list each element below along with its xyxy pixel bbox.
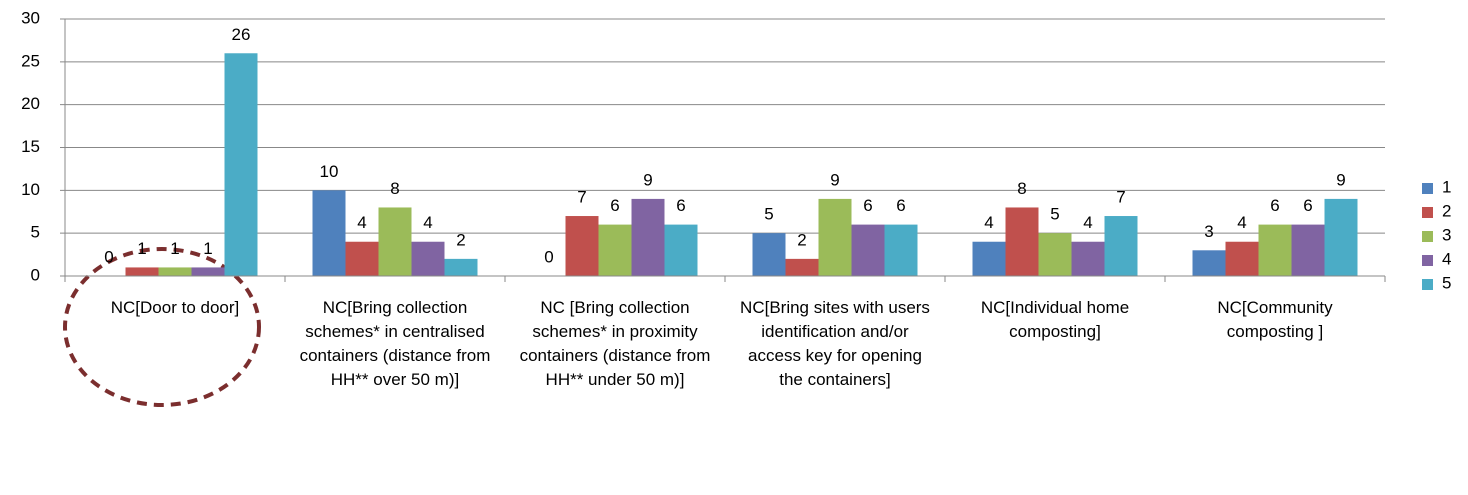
bar: [565, 216, 599, 276]
bar: [972, 241, 1006, 276]
bar: [884, 224, 918, 276]
data-label: 1: [137, 239, 146, 258]
data-label: 9: [830, 170, 839, 189]
highlight-circle: [63, 247, 261, 407]
bar: [664, 224, 698, 276]
y-tick-label: 0: [31, 265, 40, 284]
bar: [345, 241, 379, 276]
y-tick-label: 10: [21, 180, 40, 199]
data-label: 2: [456, 230, 465, 249]
data-label: 0: [544, 247, 553, 266]
bar: [411, 241, 445, 276]
bar: [1104, 216, 1138, 276]
bar: [1324, 198, 1358, 276]
data-label: 6: [896, 196, 905, 215]
bar: [444, 258, 478, 276]
data-label: 5: [764, 205, 773, 224]
legend-swatch: [1422, 207, 1433, 218]
legend-label: 2: [1442, 201, 1451, 220]
bar: [378, 207, 412, 276]
y-tick-label: 25: [21, 51, 40, 70]
bar: [125, 267, 159, 276]
bar: [851, 224, 885, 276]
data-label: 8: [390, 179, 399, 198]
bar: [1005, 207, 1039, 276]
data-label: 4: [984, 213, 993, 232]
legend-swatch: [1422, 183, 1433, 194]
data-label: 7: [1116, 188, 1125, 207]
x-tick-label: NC[Bring collection schemes* in centrali…: [299, 298, 491, 389]
bar: [191, 267, 225, 276]
x-tick-label: NC [Bring collection schemes* in proximi…: [519, 298, 711, 389]
data-label: 6: [676, 196, 685, 215]
data-label: 6: [1270, 196, 1279, 215]
data-label: 2: [797, 230, 806, 249]
legend-label: 5: [1442, 273, 1451, 292]
x-tick-label: NC[Community composting ]: [1217, 298, 1333, 341]
x-tick-label: NC[Bring sites with users identification…: [740, 298, 930, 389]
data-label: 0: [104, 247, 113, 266]
y-tick-label: 30: [21, 8, 40, 27]
data-label: 6: [610, 196, 619, 215]
bar: [158, 267, 192, 276]
bar: [224, 53, 258, 277]
data-label: 1: [170, 239, 179, 258]
legend-swatch: [1422, 279, 1433, 290]
bar: [785, 258, 819, 276]
data-label: 7: [577, 188, 586, 207]
legend-label: 3: [1442, 225, 1451, 244]
data-label: 5: [1050, 205, 1059, 224]
y-tick-label: 20: [21, 94, 40, 113]
data-label: 10: [320, 162, 339, 181]
bar: [1291, 224, 1325, 276]
bar: [1038, 233, 1072, 276]
x-tick-label: NC[Door to door]: [110, 298, 240, 317]
data-label: 4: [1237, 213, 1246, 232]
data-label: 4: [423, 213, 432, 232]
legend-label: 4: [1442, 249, 1451, 268]
legend-swatch: [1422, 255, 1433, 266]
data-label: 4: [357, 213, 366, 232]
bar: [1192, 250, 1226, 276]
data-label: 1: [203, 239, 212, 258]
bar: [818, 198, 852, 276]
bar: [631, 198, 665, 276]
data-label: 6: [1303, 196, 1312, 215]
data-label: 6: [863, 196, 872, 215]
data-label: 3: [1204, 222, 1213, 241]
y-tick-label: 5: [31, 223, 40, 242]
legend-swatch: [1422, 231, 1433, 242]
bar: [1258, 224, 1292, 276]
data-label: 9: [643, 170, 652, 189]
data-label: 9: [1336, 170, 1345, 189]
data-label: 8: [1017, 179, 1026, 198]
bar: [752, 233, 786, 276]
bar: [312, 190, 346, 276]
x-tick-label: NC[Individual home composting]: [980, 298, 1130, 341]
y-tick-label: 15: [21, 137, 40, 156]
data-label: 26: [232, 25, 251, 44]
bar: [1071, 241, 1105, 276]
bar: [598, 224, 632, 276]
bar: [1225, 241, 1259, 276]
data-label: 4: [1083, 213, 1092, 232]
legend-label: 1: [1442, 177, 1451, 196]
